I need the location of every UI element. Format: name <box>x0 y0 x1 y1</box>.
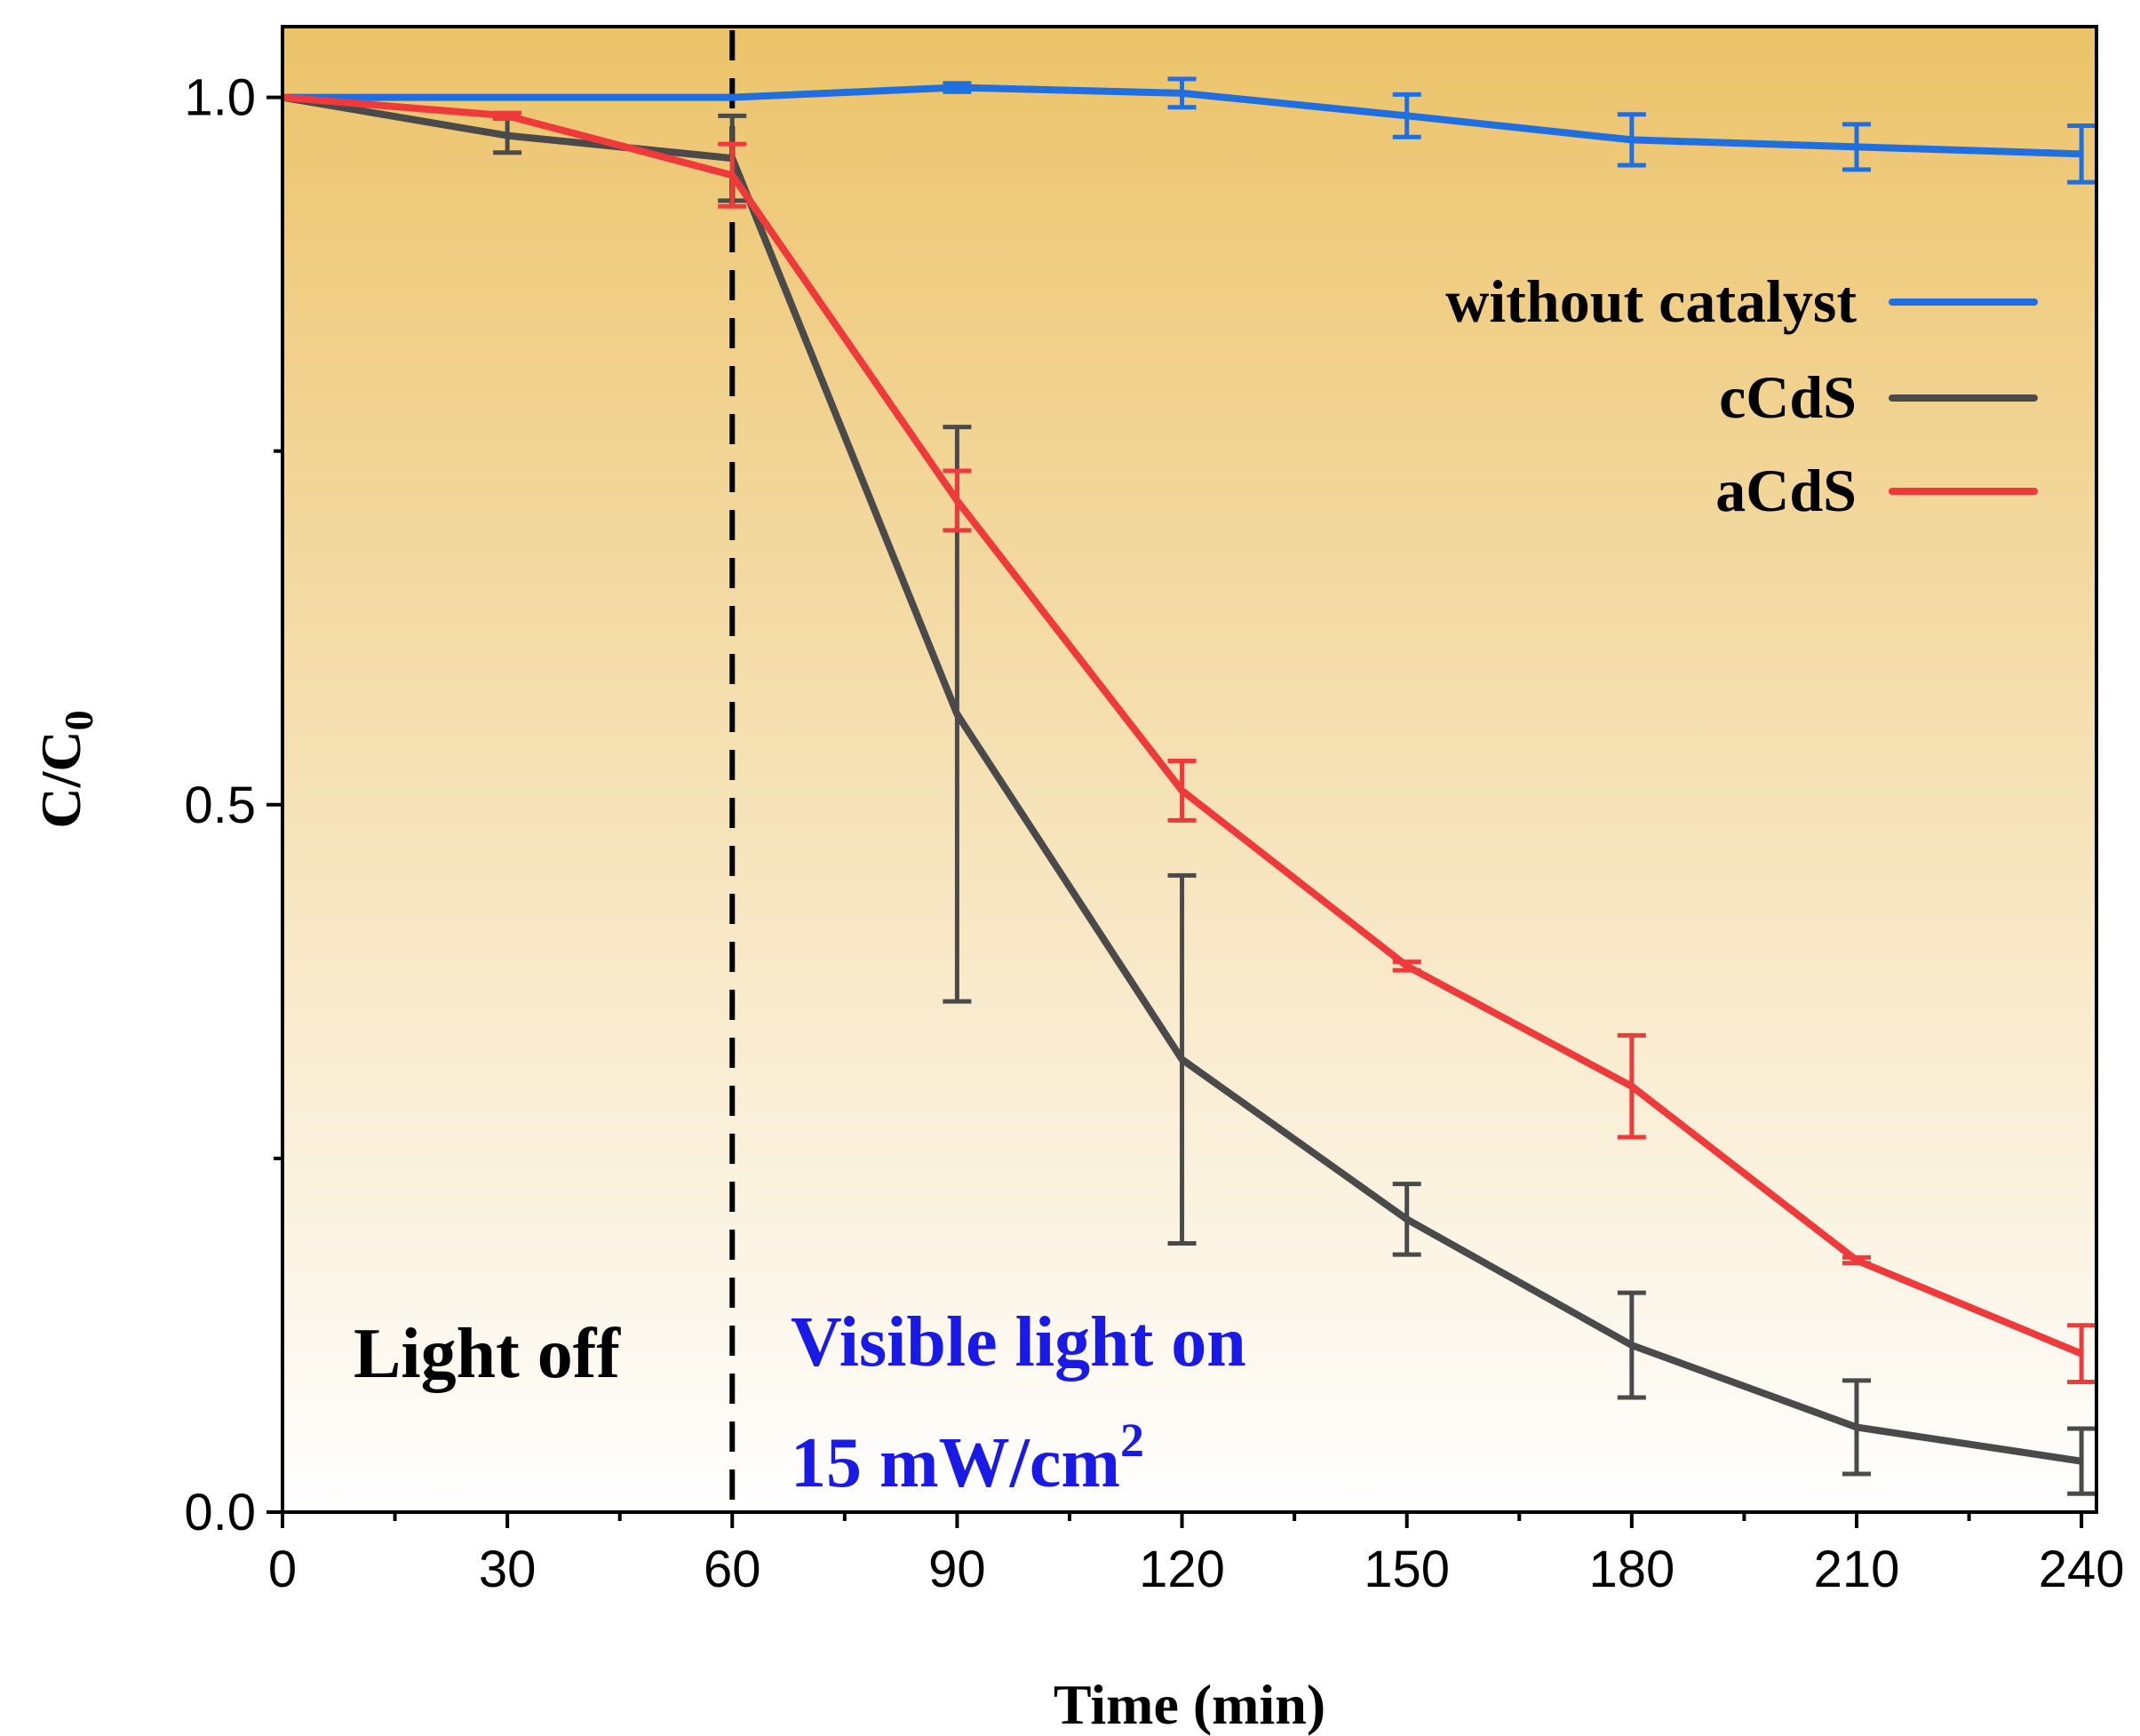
x-tick-label: 60 <box>704 1541 761 1598</box>
x-tick-label: 90 <box>928 1541 986 1598</box>
series-line-acds <box>282 93 2083 1358</box>
y-tick-label: 0.0 <box>184 1484 256 1541</box>
x-tick-label: 240 <box>2039 1541 2125 1598</box>
plot-frame <box>281 25 2098 1514</box>
y-tick-label: 1.0 <box>184 69 256 127</box>
annotation-intensity-sup: 2 <box>1120 1413 1144 1467</box>
y-axis-title-sub: 0 <box>56 710 101 730</box>
x-tick-label: 180 <box>1588 1541 1675 1598</box>
ticks-layer: 0 30 60 90 120 150 180 210 240 0.0 0.5 1.0 <box>184 69 2124 1598</box>
series-acds <box>282 93 2096 1385</box>
y-axis-title: C/C0 <box>29 710 101 828</box>
annotation-light-off: Light off <box>354 1315 621 1393</box>
x-axis-title: Time (min) <box>1054 1673 1325 1736</box>
x-tick-label: 120 <box>1139 1541 1225 1598</box>
series-line-ccds <box>282 93 2082 1465</box>
x-tick-label: 30 <box>479 1541 537 1598</box>
plot-background <box>282 27 2096 1512</box>
legend: without catalyst cCdS aCdS <box>1445 267 2038 524</box>
series-ccds <box>282 93 2096 1496</box>
legend-label-acds: aCdS <box>1715 457 1857 524</box>
annotation-intensity-main: 15 mW/cm <box>791 1424 1120 1502</box>
annotation-visible-light-on: Visible light on <box>791 1303 1246 1382</box>
annotation-intensity: 15 mW/cm2 <box>791 1413 1144 1502</box>
series-layer <box>282 76 2096 1496</box>
x-tick-label: 210 <box>1814 1541 1900 1598</box>
legend-label-without-catalyst: without catalyst <box>1445 267 1857 335</box>
y-tick-label: 0.5 <box>184 776 256 834</box>
y-axis-title-main: C/C <box>29 730 92 828</box>
series-line-without-catalyst <box>282 84 2082 158</box>
series-without-catalyst <box>282 76 2096 185</box>
x-tick-label: 0 <box>268 1541 297 1598</box>
x-tick-label: 150 <box>1364 1541 1450 1598</box>
legend-label-ccds: cCdS <box>1719 363 1857 431</box>
